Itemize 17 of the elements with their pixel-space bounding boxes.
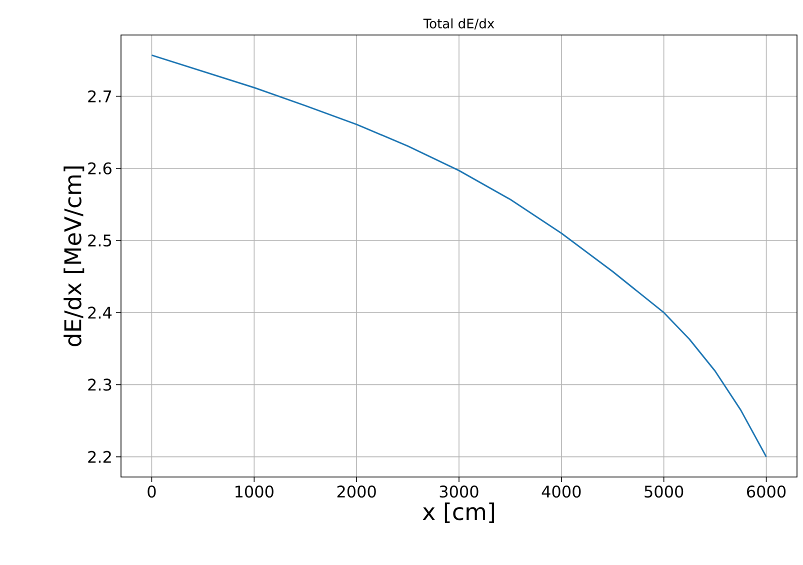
x-tick-label: 6000 [747,486,786,498]
x-tick-label: 1000 [236,486,274,498]
y-tick-label: 2.5 [88,234,112,247]
x-tick-label: 4000 [542,486,581,498]
chart-title: Total dE/dx [423,18,494,30]
y-axis-title: dE/dx [MeV/cm] [64,166,84,346]
y-tick-label: 2.4 [88,306,112,319]
line-series [150,54,768,458]
x-tick-label: 5000 [644,486,684,498]
x-tick-label: 2000 [337,486,376,498]
y-tick-label: 2.7 [88,90,112,102]
y-tick-label: 2.6 [88,162,112,174]
y-tick-label: 2.3 [88,378,112,391]
x-tick-label: 3000 [440,486,478,498]
x-tick-label: 0 [148,486,156,498]
y-tick-label: 2.2 [88,450,111,463]
x-axis-title: x [cm] [422,502,494,523]
